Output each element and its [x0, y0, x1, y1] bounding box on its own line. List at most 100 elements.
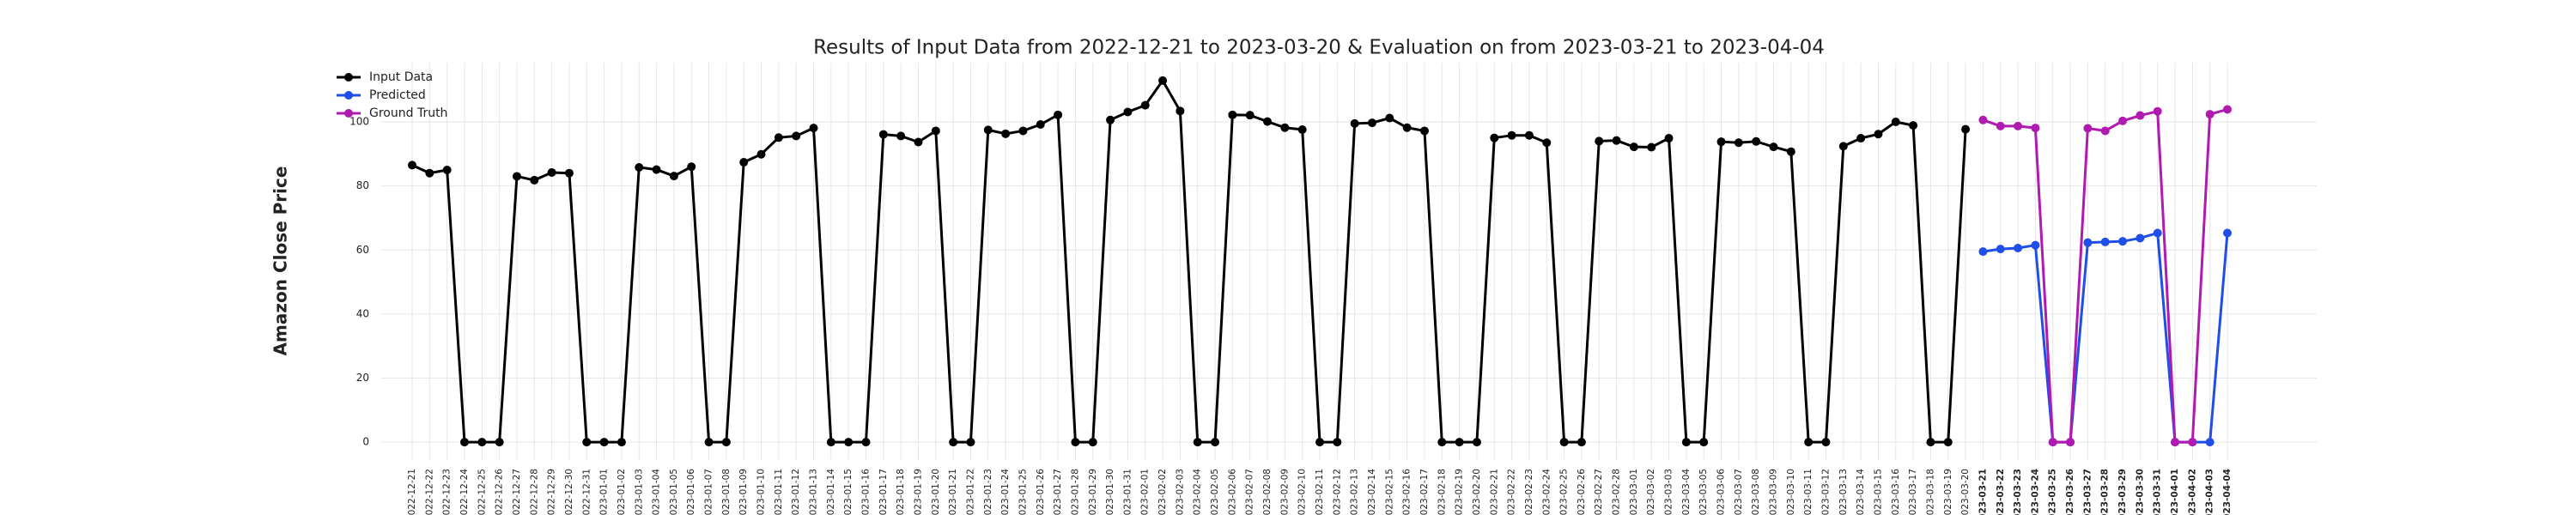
x-tick-label: 2023-02-02	[1157, 469, 1168, 515]
point	[2205, 438, 2215, 447]
point	[704, 438, 714, 447]
point	[1752, 136, 1761, 146]
x-tick-label: 2023-02-16	[1402, 469, 1413, 515]
x-tick-label: 2023-03-20	[1960, 469, 1971, 515]
point	[2153, 106, 2162, 116]
point	[1001, 129, 1011, 138]
point	[512, 172, 521, 181]
point	[582, 438, 592, 447]
x-tick-label: 2023-02-22	[1507, 469, 1517, 515]
point	[1419, 126, 1429, 136]
point	[408, 161, 416, 170]
point	[2136, 233, 2145, 243]
point	[530, 175, 539, 185]
x-tick-label: 2023-04-04	[2222, 469, 2233, 515]
grid	[381, 63, 2317, 460]
point	[1891, 118, 1900, 127]
x-tick-label: 2023-03-03	[1664, 469, 1674, 515]
point	[1385, 113, 1394, 123]
x-tick-label: 2023-03-11	[1803, 469, 1814, 515]
legend-label: Predicted	[369, 88, 426, 102]
point	[669, 172, 678, 181]
point	[1176, 106, 1185, 116]
x-tick-label: 2023-03-21	[1978, 469, 1988, 515]
point	[564, 168, 574, 178]
x-tick-label: 2023-03-29	[2117, 469, 2128, 515]
x-tick-label: 2023-01-20	[931, 469, 941, 515]
x-tick-label: 2023-03-15	[1873, 469, 1883, 515]
point	[966, 438, 975, 447]
point	[477, 438, 487, 447]
point	[1909, 121, 1918, 130]
point	[1472, 438, 1481, 447]
x-tick-label: 2022-12-22	[424, 469, 434, 515]
x-tick-label: 2023-02-20	[1472, 469, 1482, 515]
x-tick-label: 2023-03-10	[1786, 469, 1796, 515]
x-tick-label: 2023-02-08	[1262, 469, 1273, 515]
point	[1647, 142, 1656, 152]
point	[721, 438, 731, 447]
point	[2171, 438, 2180, 447]
x-tick-label: 2023-01-28	[1070, 469, 1080, 515]
x-tick-label: 2023-01-31	[1122, 469, 1133, 515]
point	[1036, 120, 1045, 130]
point	[1629, 142, 1638, 152]
x-tick-label: 2023-01-23	[983, 469, 993, 515]
x-tick-label: 2023-03-16	[1891, 469, 1901, 515]
x-tick-label: 2022-12-23	[442, 469, 453, 515]
point	[1769, 142, 1778, 152]
point	[1490, 133, 1499, 142]
x-tick-label: 2023-03-09	[1769, 469, 1779, 515]
point	[1018, 126, 1028, 136]
x-tick-label: 2023-03-17	[1908, 469, 1918, 515]
x-tick-label: 2023-02-23	[1524, 469, 1534, 515]
legend-label: Ground Truth	[369, 106, 447, 120]
x-tick-label: 2023-03-30	[2135, 469, 2145, 515]
x-tick-label: 2023-01-01	[599, 469, 610, 515]
y-axis-label: Amazon Close Price	[270, 167, 291, 356]
x-tick-label: 2023-01-08	[721, 469, 732, 515]
point	[1699, 438, 1709, 447]
point	[1280, 123, 1290, 132]
legend-marker	[344, 91, 353, 100]
point	[1263, 117, 1273, 126]
x-tick-label: 2023-01-02	[617, 469, 627, 515]
x-tick-label: 2022-12-31	[581, 469, 592, 515]
y-tick-label: 80	[356, 179, 369, 191]
point	[1106, 115, 1115, 124]
point	[1158, 76, 1168, 85]
point	[878, 130, 888, 139]
x-tick-label: 2022-12-28	[529, 469, 539, 515]
x-tick-label: 2023-01-29	[1088, 469, 1098, 515]
x-tick-label: 2023-01-27	[1053, 469, 1063, 515]
x-tick-label: 2023-03-19	[1943, 469, 1953, 515]
y-tick-label: 60	[356, 244, 369, 256]
x-tick-label: 2023-03-04	[1681, 469, 1692, 515]
x-tick-label: 2023-01-22	[965, 469, 975, 515]
point	[1821, 438, 1831, 447]
x-tick-label: 2023-01-12	[791, 469, 801, 515]
point	[844, 438, 854, 447]
x-tick-label: 2023-01-14	[826, 469, 836, 515]
x-tick-label: 2023-01-15	[843, 469, 854, 515]
point	[1350, 118, 1359, 128]
point	[1315, 438, 1324, 447]
point	[1786, 147, 1795, 156]
point	[2048, 438, 2057, 447]
point	[1123, 107, 1133, 117]
point	[2153, 228, 2162, 238]
x-tick-label: 2023-02-07	[1245, 469, 1255, 515]
x-tick-label: 2023-02-04	[1193, 469, 1203, 515]
point	[2066, 438, 2075, 447]
x-tick-label: 2023-01-10	[756, 469, 767, 515]
x-tick-label: 2023-02-14	[1367, 469, 1377, 515]
x-tick-label: 2023-02-03	[1175, 469, 1185, 515]
x-tick-label: 2023-02-11	[1315, 469, 1325, 515]
x-tick-label: 2022-12-29	[547, 469, 557, 515]
point	[2118, 237, 2128, 246]
point	[1542, 138, 1552, 148]
x-tick-label: 2023-02-26	[1577, 469, 1587, 515]
x-tick-label: 2023-03-13	[1838, 469, 1849, 515]
point	[547, 167, 556, 177]
x-tick-label: 2023-01-19	[913, 469, 923, 515]
